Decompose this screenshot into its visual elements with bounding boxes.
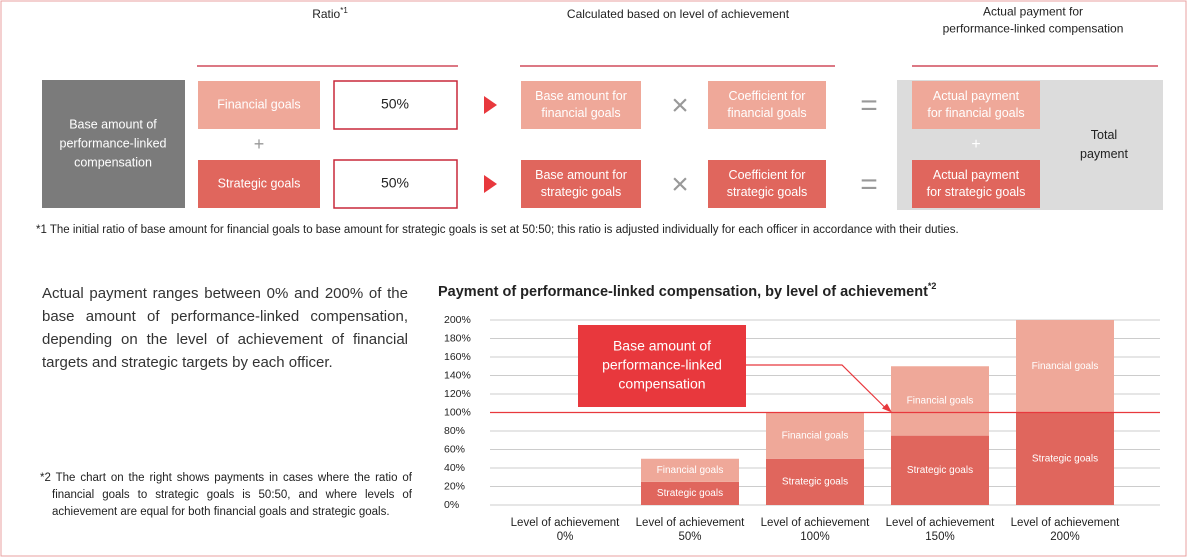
ratio-label: 50% [381, 96, 409, 112]
payment-label: Actual payment [933, 168, 1020, 182]
bar-segment [891, 366, 989, 436]
operator: + [971, 136, 980, 153]
paragraph: Actual payment ranges between 0% and 200… [42, 285, 408, 371]
bar-segment [641, 481, 739, 505]
x-tick-label: 50% [678, 531, 701, 543]
bar-segment [891, 435, 989, 505]
base-amount-box [521, 81, 641, 129]
annotation-arrow [882, 403, 892, 413]
payment-label: for financial goals [927, 106, 1024, 120]
annotation-label: performance-linked [602, 357, 722, 373]
ratio-box [333, 80, 458, 130]
segment-label: Strategic goals [657, 488, 723, 499]
header: Calculated based on level of achievement [567, 7, 790, 21]
base-box-label: performance-linked [60, 136, 167, 150]
payment-box [912, 160, 1040, 208]
base-amount-label: Base amount for [535, 89, 627, 103]
payment-label: for strategic goals [927, 185, 1026, 199]
goal-box [198, 160, 320, 208]
base-box-label: compensation [74, 155, 152, 169]
annotation-label: compensation [618, 376, 705, 392]
arrow-head [484, 175, 497, 193]
header: Actual payment for [983, 5, 1083, 19]
coefficient-label: Coefficient for [729, 89, 806, 103]
x-tick-label: Level of achievement [511, 517, 620, 529]
coefficient-box [708, 160, 826, 208]
base-amount-label: financial goals [541, 106, 620, 120]
segment-label: Strategic goals [1032, 453, 1098, 464]
segment-label: Strategic goals [782, 477, 848, 488]
y-tick-label: 120% [444, 388, 471, 400]
segment-label: Strategic goals [907, 465, 973, 476]
x-tick-label: 200% [1050, 531, 1079, 543]
coefficient-label: strategic goals [727, 185, 808, 199]
coefficient-label: Coefficient for [729, 168, 806, 182]
y-tick-label: 180% [444, 332, 471, 344]
y-tick-label: 60% [444, 443, 465, 455]
x-tick-label: 100% [800, 531, 829, 543]
annotation-box [578, 325, 746, 407]
header: performance-linked compensation [943, 22, 1124, 36]
operator: = [860, 89, 878, 122]
x-tick-label: Level of achievement [761, 517, 870, 529]
bar-segment [766, 458, 864, 505]
operator: = [860, 168, 878, 201]
operator: + [254, 134, 265, 154]
base-amount-box [521, 160, 641, 208]
y-tick-label: 80% [444, 425, 465, 437]
y-tick-label: 0% [444, 499, 459, 511]
bar-segment [641, 458, 739, 482]
segment-label: Financial goals [907, 396, 974, 407]
goal-label: Financial goals [217, 97, 300, 111]
footnote: *1 The initial ratio of base amount for … [36, 224, 959, 236]
chart-title: Payment of performance-linked compensati… [438, 281, 936, 299]
y-tick-label: 200% [444, 314, 471, 326]
chart-title-text: Payment of performance-linked compensati… [438, 284, 928, 300]
x-tick-label: Level of achievement [1011, 517, 1120, 529]
chart-title-note: *2 [928, 281, 937, 291]
segment-label: Financial goals [1032, 361, 1099, 372]
total-label: payment [1080, 147, 1128, 161]
ratio-label: 50% [381, 175, 409, 191]
base-amount-label: Base amount for [535, 168, 627, 182]
y-tick-label: 100% [444, 406, 471, 418]
x-tick-label: 0% [557, 531, 574, 543]
bar-segment [766, 412, 864, 459]
y-tick-label: 160% [444, 351, 471, 363]
y-tick-label: 40% [444, 462, 465, 474]
payment-box [912, 81, 1040, 129]
arrow-head [484, 96, 497, 114]
coefficient-box [708, 81, 826, 129]
footnote: *2 The chart on the right shows payments… [40, 472, 412, 518]
base-box [42, 80, 185, 208]
operator: × [671, 89, 689, 122]
coefficient-label: financial goals [727, 106, 806, 120]
operator: × [671, 168, 689, 201]
segment-label: Financial goals [782, 430, 849, 441]
annotation-label: Base amount of [613, 338, 711, 354]
x-tick-label: Level of achievement [886, 517, 995, 529]
payment-label: Actual payment [933, 89, 1020, 103]
base-amount-label: strategic goals [541, 185, 622, 199]
total-label: Total [1091, 128, 1117, 142]
y-tick-label: 20% [444, 480, 465, 492]
base-box-label: Base amount of [69, 117, 157, 131]
header-note: *1 [340, 6, 348, 15]
ratio-box [333, 159, 458, 209]
header: Ratio*1 [312, 6, 348, 21]
goal-box [198, 81, 320, 129]
x-tick-label: Level of achievement [636, 517, 745, 529]
x-tick-label: 150% [925, 531, 954, 543]
goal-label: Strategic goals [218, 176, 301, 190]
segment-label: Financial goals [657, 465, 724, 476]
y-tick-label: 140% [444, 369, 471, 381]
annotation-leader [746, 364, 888, 410]
bar-segment [1016, 320, 1114, 413]
bar-segment [1016, 412, 1114, 505]
header-text: Ratio [312, 7, 340, 21]
